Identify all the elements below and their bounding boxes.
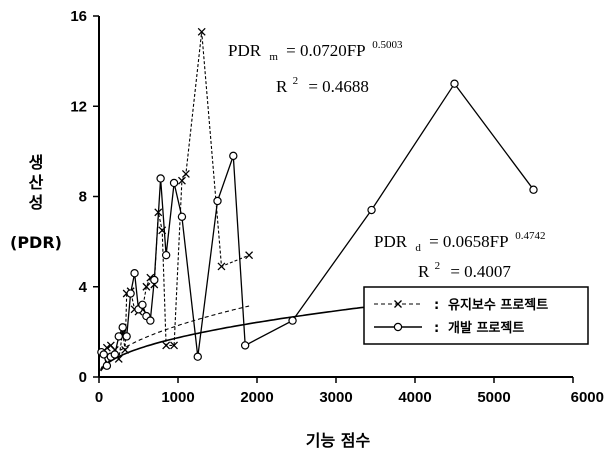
x-tick-label: 2000 — [240, 389, 273, 406]
x-axis-title: 기능 점수 — [306, 431, 371, 450]
eq-d-r2-sup: 2 — [435, 260, 441, 272]
eq-d-sup: 0.4742 — [515, 230, 545, 242]
legend-label-maintenance: 유지보수 프로젝트 — [448, 297, 548, 313]
eq-m-sup: 0.5003 — [372, 39, 403, 51]
data-point-development — [126, 289, 135, 298]
data-point-development — [529, 185, 538, 194]
eq-d-r2: R — [418, 262, 430, 281]
svg-text:PDR d = 0.0658FP: PDR d = 0.0658FP 0.4742 — [374, 230, 545, 255]
legend: : 유지보수 프로젝트 : 개발 프로젝트 — [363, 286, 589, 345]
data-point-development — [110, 350, 120, 359]
equation-development: PDR d = 0.0658FP 0.4742 R 2 = 0.4007 — [374, 230, 545, 281]
eq-m-sub: m — [269, 51, 278, 63]
y-axis-title-char-3: 성 — [29, 193, 44, 212]
x-tick-label: 6000 — [571, 389, 604, 406]
data-point-development — [156, 174, 165, 183]
data-point-development — [122, 332, 131, 341]
eq-m-main: PDR — [228, 41, 262, 60]
fit-curve-maintenance — [100, 305, 250, 370]
data-point-development — [130, 269, 139, 278]
legend-item-development: : 개발 프로젝트 — [374, 320, 524, 336]
eq-d-sub: d — [415, 242, 421, 254]
data-point-development — [367, 205, 376, 215]
data-point-development — [240, 341, 250, 350]
x-tick-label: 4000 — [398, 389, 431, 406]
data-point-development — [102, 361, 112, 370]
data-point-development — [193, 352, 202, 361]
series-maintenance — [98, 27, 254, 364]
data-point-development — [450, 79, 459, 88]
data-point-maintenance — [120, 345, 130, 355]
eq-m-rhs: = 0.0720FP — [286, 41, 365, 60]
eq-m-r2: R — [276, 77, 288, 96]
data-point-development — [146, 316, 155, 325]
y-tick-label: 0 — [79, 369, 87, 386]
data-point-maintenance — [244, 251, 254, 260]
data-point-development — [169, 178, 179, 188]
data-point-development — [99, 350, 108, 359]
data-point-development — [161, 250, 171, 260]
x-tick-label: 5000 — [477, 389, 510, 406]
eq-d-r2-value: = 0.4007 — [450, 262, 511, 281]
y-tick-label: 12 — [70, 98, 87, 115]
data-point-maintenance — [217, 262, 226, 271]
data-point-development — [150, 275, 159, 285]
y-tick-label: 8 — [79, 189, 87, 206]
data-point-maintenance — [161, 341, 171, 350]
data-point-development — [114, 332, 123, 341]
eq-d-rhs: = 0.0658FP — [429, 232, 508, 251]
data-point-maintenance — [181, 169, 191, 179]
legend-marker-circle — [393, 322, 403, 332]
legend-item-maintenance: : 유지보수 프로젝트 — [374, 297, 548, 313]
eq-m-r2-sup: 2 — [293, 75, 299, 87]
data-point-development — [118, 323, 127, 332]
equation-maintenance: PDR m = 0.0720FP 0.5003 R 2 = 0.4688 — [228, 39, 403, 96]
data-point-development — [288, 316, 297, 325]
eq-m-r2-value: = 0.4688 — [308, 77, 369, 96]
svg-text:PDR m = 0.0720FP: PDR m = 0.0720FP 0.5003 — [228, 39, 403, 64]
data-point-development — [229, 151, 238, 161]
x-tick-label: 1000 — [161, 389, 194, 406]
legend-separator-maintenance: : — [434, 298, 439, 313]
y-axis-ticks: 0 4 8 12 16 — [70, 8, 99, 386]
legend-label-development: 개발 프로젝트 — [448, 320, 524, 336]
eq-d-main: PDR — [374, 232, 408, 251]
legend-box — [363, 286, 589, 345]
data-point-development — [138, 300, 147, 309]
y-axis-title-char-1: 생 — [29, 153, 44, 172]
y-tick-label: 16 — [70, 8, 87, 25]
svg-text:R 2 = 0.4688: R 2 = 0.4688 — [276, 69, 369, 96]
y-axis-title-char-2: 산 — [29, 173, 44, 192]
x-tick-label: 3000 — [319, 389, 352, 406]
x-axis-ticks: 0 1000 2000 3000 4000 5000 6000 — [95, 377, 604, 406]
series-development — [97, 79, 538, 370]
y-tick-label: 4 — [79, 279, 88, 296]
x-tick-label: 0 — [95, 389, 103, 406]
y-axis-title: 생 산 성 (PDR) — [10, 153, 62, 252]
series-line-maintenance — [102, 31, 250, 361]
data-point-development — [177, 212, 187, 222]
data-point-development — [213, 196, 222, 206]
svg-text:R 2 = 0.4007: R 2 = 0.4007 — [418, 254, 511, 281]
y-axis-unit: (PDR) — [10, 233, 62, 252]
legend-separator-development: : — [434, 321, 439, 336]
